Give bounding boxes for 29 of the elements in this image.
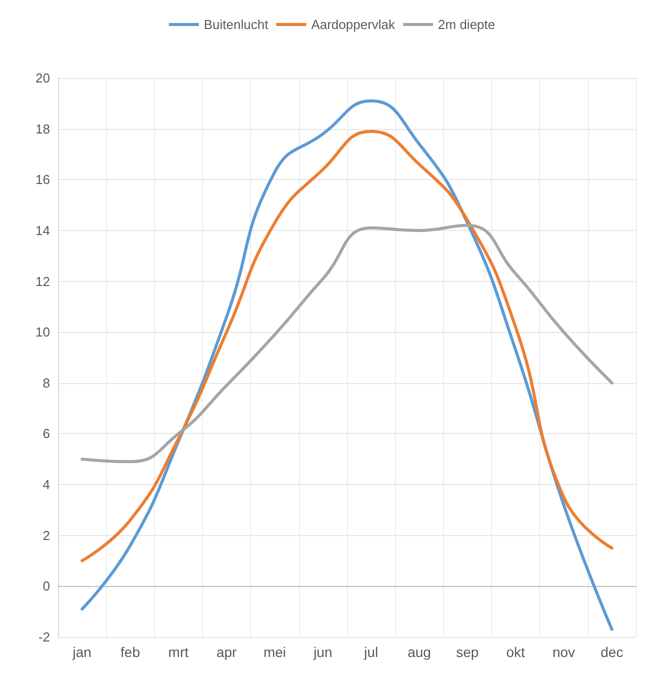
x-tick-label: dec [600, 644, 624, 660]
x-tick-label: sep [456, 644, 479, 660]
y-tick-label: 18 [36, 121, 50, 136]
y-tick-label: 0 [42, 578, 50, 594]
y-tick-label: 20 [36, 70, 50, 86]
y-tick-label: 12 [36, 274, 50, 289]
x-tick-label: jul [363, 644, 378, 660]
line-series [80, 130, 614, 562]
x-tick-label: apr [216, 644, 238, 660]
x-tick-label: feb [120, 644, 140, 660]
x-tick-label: mrt [168, 644, 189, 660]
y-tick-label: 16 [36, 172, 50, 188]
legend-label: Aardoppervlak [311, 17, 396, 32]
x-tick-label: okt [506, 644, 526, 660]
legend-label: 2m diepte [438, 17, 496, 32]
y-tick-label: 10 [36, 324, 50, 340]
line-series [80, 224, 614, 464]
y-tick-label: 8 [42, 375, 50, 390]
y-tick-label: 2 [42, 528, 50, 543]
legend-label: Buitenlucht [204, 17, 269, 32]
x-tick-label: nov [552, 644, 576, 660]
x-tick-label: jan [72, 644, 92, 660]
x-tick-label: jun [312, 644, 332, 660]
x-tick-label: mei [263, 644, 286, 660]
y-tick-label: 6 [42, 426, 50, 442]
y-tick-label: 4 [42, 477, 50, 492]
y-tick-label: -2 [38, 630, 50, 644]
y-tick-label: 14 [36, 222, 50, 238]
x-tick-label: aug [408, 644, 431, 660]
